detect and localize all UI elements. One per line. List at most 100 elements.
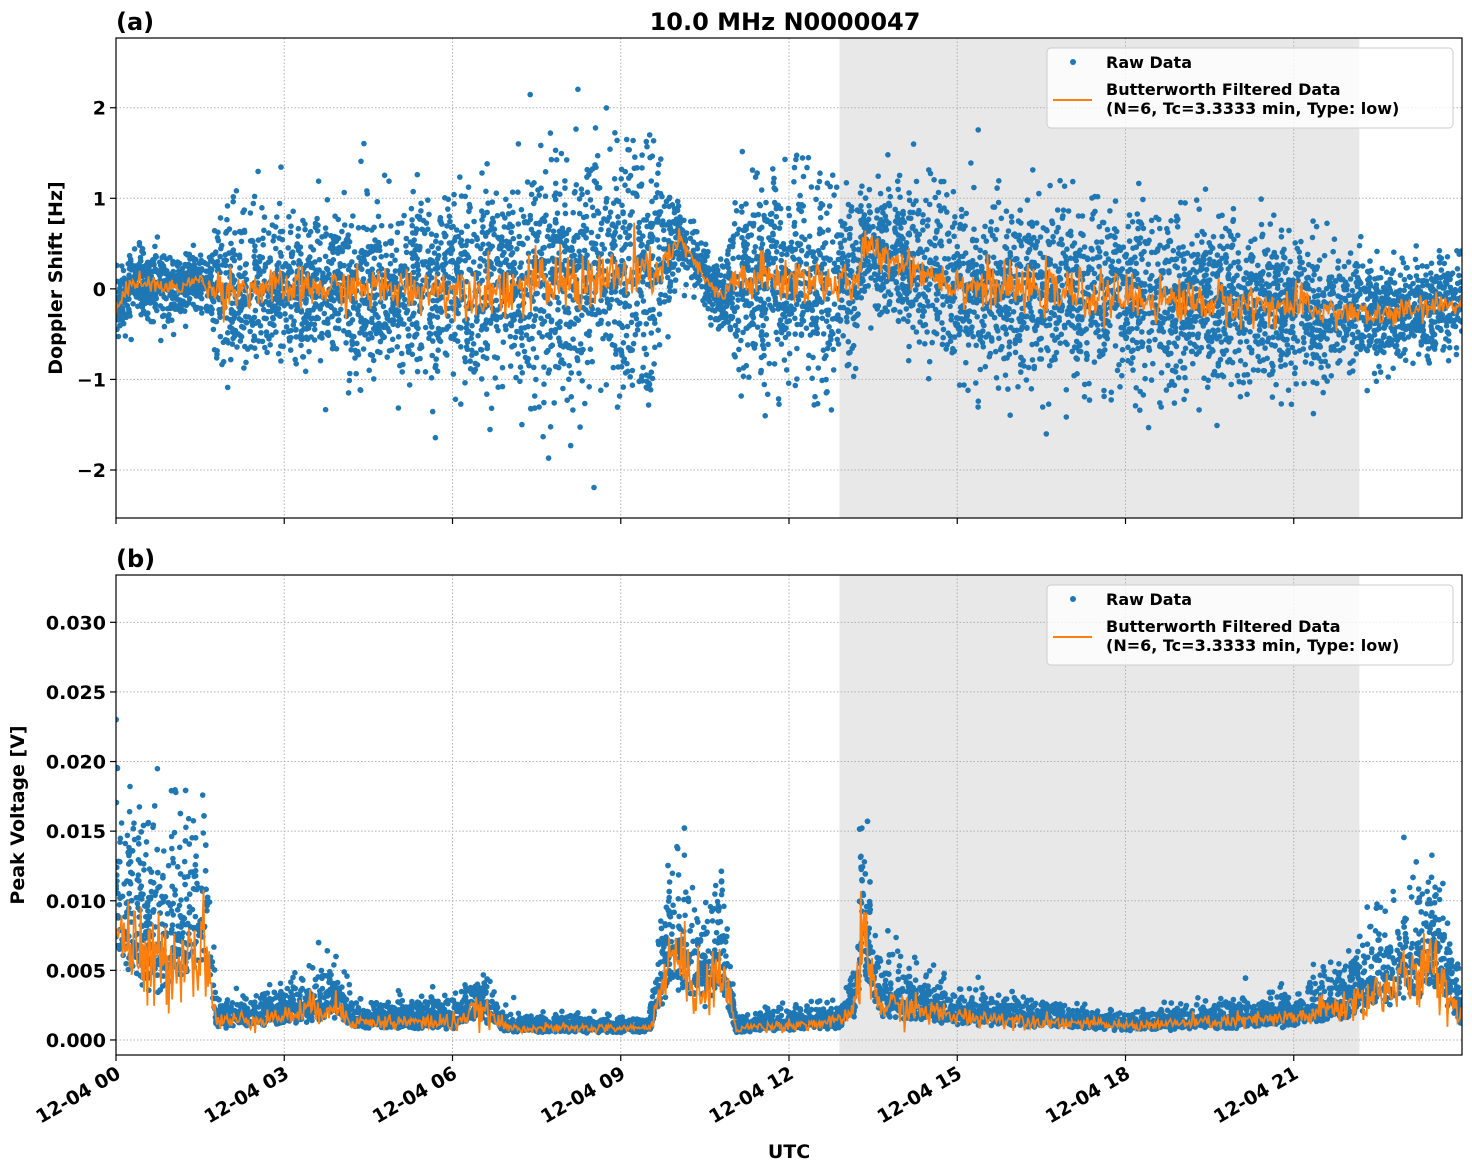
raw-data-point (1017, 263, 1024, 270)
raw-data-point (183, 302, 190, 309)
raw-data-point (816, 178, 823, 185)
raw-data-point (1246, 344, 1253, 351)
raw-data-point (1140, 392, 1147, 398)
raw-data-point (1439, 311, 1446, 318)
raw-data-point (252, 243, 258, 249)
raw-data-point (513, 374, 519, 381)
raw-data-point (1279, 289, 1285, 296)
raw-data-point (1194, 251, 1201, 258)
raw-data-point (362, 332, 368, 338)
raw-data-point (634, 321, 641, 328)
raw-data-point (1255, 367, 1261, 374)
raw-data-point (1145, 261, 1152, 268)
raw-data-point (556, 299, 562, 306)
raw-data-point (383, 252, 390, 259)
raw-data-point (1034, 238, 1041, 245)
raw-data-point (257, 271, 263, 278)
raw-data-point (1178, 252, 1184, 259)
raw-data-point (934, 218, 940, 224)
raw-data-point (1210, 271, 1216, 277)
raw-data-point (483, 188, 489, 195)
raw-data-point (652, 344, 658, 351)
raw-data-point (484, 229, 491, 236)
raw-data-point (604, 258, 611, 264)
raw-data-point (232, 230, 238, 236)
raw-data-point (630, 137, 636, 144)
raw-data-point (932, 194, 939, 201)
raw-data-point (631, 165, 638, 172)
raw-data-point (1196, 206, 1202, 212)
raw-data-point (897, 309, 903, 315)
raw-data-point (1259, 283, 1265, 290)
raw-data-point (826, 203, 833, 209)
raw-data-point (519, 421, 525, 428)
raw-data-point (648, 330, 655, 336)
raw-data-point (771, 185, 777, 191)
raw-data-point (515, 221, 522, 227)
raw-data-point (824, 210, 830, 216)
raw-data-point (792, 315, 798, 322)
raw-data-point (662, 292, 668, 299)
raw-data-point (488, 222, 495, 228)
raw-data-point (801, 217, 807, 224)
raw-data-point (1125, 344, 1131, 351)
raw-data-point (980, 233, 987, 240)
raw-data-point (444, 223, 450, 229)
raw-data-point (965, 387, 971, 394)
raw-data-point (463, 278, 470, 285)
raw-data-point (395, 322, 401, 329)
raw-data-point (1288, 360, 1294, 367)
raw-data-point (995, 385, 1002, 391)
raw-data-point (799, 155, 806, 161)
raw-data-point (290, 208, 297, 215)
raw-data-point (1310, 288, 1317, 294)
raw-data-point (1214, 252, 1221, 258)
raw-data-point (354, 340, 360, 347)
raw-data-point (1063, 387, 1070, 393)
raw-data-point (738, 393, 744, 399)
raw-data-point (630, 340, 637, 347)
raw-data-point (256, 258, 263, 265)
raw-data-point (343, 340, 349, 346)
raw-data-point (892, 225, 898, 231)
raw-data-point (905, 357, 912, 364)
raw-data-point (414, 213, 421, 220)
raw-data-point (973, 342, 979, 349)
raw-data-point (116, 333, 122, 340)
raw-data-point (786, 350, 793, 357)
raw-data-point (1458, 248, 1462, 254)
raw-data-point (1273, 254, 1280, 260)
y-axis-label-a: Doppler Shift [Hz] (45, 181, 67, 374)
raw-data-point (378, 222, 385, 229)
raw-data-point (912, 287, 919, 293)
raw-data-point (719, 263, 726, 269)
raw-data-point (1053, 326, 1059, 333)
raw-data-point (541, 381, 547, 388)
raw-data-point (715, 302, 721, 308)
raw-data-point (488, 405, 495, 412)
raw-data-point (174, 259, 181, 265)
raw-data-point (767, 237, 774, 243)
raw-data-point (777, 317, 784, 323)
raw-data-point (1405, 334, 1412, 340)
raw-data-point (666, 295, 672, 301)
raw-data-point (831, 268, 838, 275)
raw-data-point (119, 263, 125, 269)
raw-data-point (814, 325, 820, 332)
raw-data-point (1072, 325, 1078, 331)
raw-data-point (335, 250, 341, 256)
raw-data-point (1088, 245, 1094, 252)
raw-data-point (611, 176, 618, 182)
raw-data-point (1335, 258, 1342, 264)
raw-data-point (1170, 247, 1177, 254)
raw-data-point (250, 238, 256, 245)
raw-data-point (236, 255, 243, 261)
raw-data-point (425, 248, 431, 254)
raw-data-point (217, 333, 224, 340)
raw-data-point (1253, 286, 1260, 292)
raw-data-point (667, 288, 673, 295)
y-tick-label: 0 (93, 279, 106, 301)
raw-data-point (1198, 344, 1205, 351)
raw-data-point (1154, 248, 1161, 254)
raw-data-point (947, 333, 954, 340)
